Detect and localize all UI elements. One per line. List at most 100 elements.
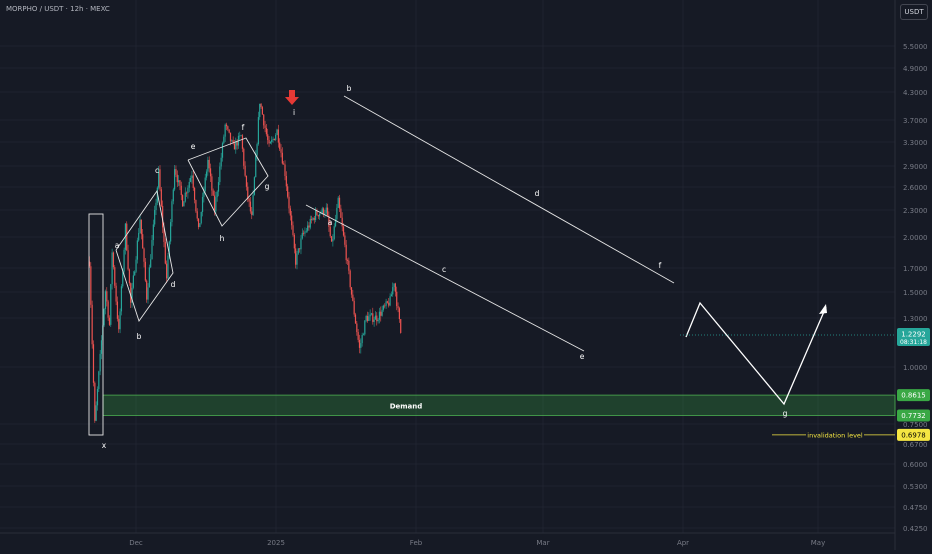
candle-body: [103, 308, 105, 326]
candle-body: [291, 215, 293, 226]
projection-arrowhead: [819, 304, 827, 314]
candle-body: [227, 126, 229, 130]
x-tick-label: Dec: [129, 539, 143, 547]
candle-body: [185, 192, 188, 194]
candle-body: [116, 301, 119, 319]
candle-body: [247, 186, 249, 199]
candle-body: [184, 192, 186, 202]
y-tick-label: 0.6700: [903, 441, 928, 449]
candle-body: [259, 103, 261, 118]
wave-label: f: [242, 123, 245, 132]
candle-body: [268, 139, 270, 144]
wave-label: g: [783, 409, 788, 418]
candle-body: [112, 252, 115, 268]
y-tick-label: 3.3000: [903, 139, 928, 147]
candle-body: [264, 125, 266, 128]
invalidation-price-tag-value: 0.6978: [901, 431, 926, 439]
candle-body: [330, 236, 333, 242]
candle-body: [318, 213, 321, 217]
wave-label: d: [535, 189, 540, 198]
candle-body: [354, 314, 357, 324]
candle-body: [221, 143, 224, 158]
candle-body: [301, 232, 303, 239]
candle-body: [146, 280, 148, 300]
candle-body: [252, 194, 254, 215]
candle-body: [381, 309, 383, 316]
candle-body: [212, 190, 214, 196]
candle-body: [275, 135, 277, 141]
candle-body: [95, 405, 97, 421]
candle-body: [128, 269, 130, 284]
candle-body: [211, 176, 213, 191]
wave-label: g: [265, 182, 270, 191]
current-price-tag-countdown: 08:31:18: [900, 339, 927, 346]
candle-body: [240, 135, 242, 137]
candle-body: [397, 306, 399, 309]
candle-body: [279, 142, 281, 150]
candle-body: [118, 318, 120, 330]
candle-body: [110, 284, 112, 325]
candle-body: [380, 311, 382, 316]
candle-body: [204, 177, 206, 192]
candle-body: [388, 302, 390, 306]
candle-body: [223, 136, 225, 144]
currency-selector[interactable]: USDT: [900, 4, 928, 20]
candle-body: [172, 189, 174, 202]
wave-label: a: [115, 241, 120, 250]
candle-body: [277, 129, 279, 143]
candle-body: [389, 296, 391, 306]
candle-body: [346, 260, 349, 261]
wave-label: c: [155, 166, 159, 175]
candle-body: [224, 124, 226, 137]
candle-body: [369, 314, 371, 317]
candle-body: [139, 219, 141, 234]
projection-path: [685, 301, 827, 406]
candle-body: [158, 169, 160, 188]
wave-label: f: [659, 261, 662, 270]
candle-body: [199, 223, 201, 228]
candle-body: [192, 175, 194, 188]
candle-body: [130, 283, 132, 303]
candle-body: [188, 181, 190, 188]
candle-body: [233, 143, 236, 150]
candle-body: [182, 195, 184, 207]
candle-body: [276, 129, 278, 136]
candle-body: [370, 313, 373, 315]
wave-label: e: [191, 142, 196, 151]
candle-body: [215, 197, 217, 212]
candle-body: [309, 218, 311, 228]
candle-body: [263, 114, 265, 126]
candle-body: [178, 180, 180, 183]
candle-body: [197, 218, 200, 228]
candle-body: [377, 319, 379, 322]
candle-body: [213, 195, 216, 212]
candle-body: [281, 152, 283, 164]
x-tick-label: Feb: [410, 539, 423, 547]
demand-bottom-tag-value: 0.7732: [901, 412, 926, 420]
y-tick-label: 4.3000: [903, 89, 928, 97]
candle-body: [104, 291, 107, 309]
y-tick-label: 0.6000: [903, 461, 928, 469]
candle-body: [219, 166, 221, 183]
y-tick-label: 1.7000: [903, 265, 928, 273]
candle-body: [143, 248, 145, 262]
channel-lower-line: [305, 204, 585, 352]
candle-body: [225, 124, 228, 127]
candle-body: [91, 304, 93, 345]
x-tick-label: Apr: [677, 539, 689, 547]
candle-body: [342, 226, 345, 236]
candle-body: [315, 210, 317, 220]
y-tick-label: 1.5000: [903, 289, 928, 297]
candle-body: [122, 271, 124, 287]
candle-body: [123, 249, 125, 272]
candle-body: [362, 334, 365, 336]
candle-body: [350, 287, 353, 295]
candle-body: [180, 185, 182, 196]
candle-body: [179, 180, 181, 186]
candle-body: [131, 287, 133, 303]
candle-body: [366, 315, 369, 321]
candle-body: [111, 252, 113, 285]
wave-label: b: [137, 332, 142, 341]
candle-body: [100, 340, 103, 354]
